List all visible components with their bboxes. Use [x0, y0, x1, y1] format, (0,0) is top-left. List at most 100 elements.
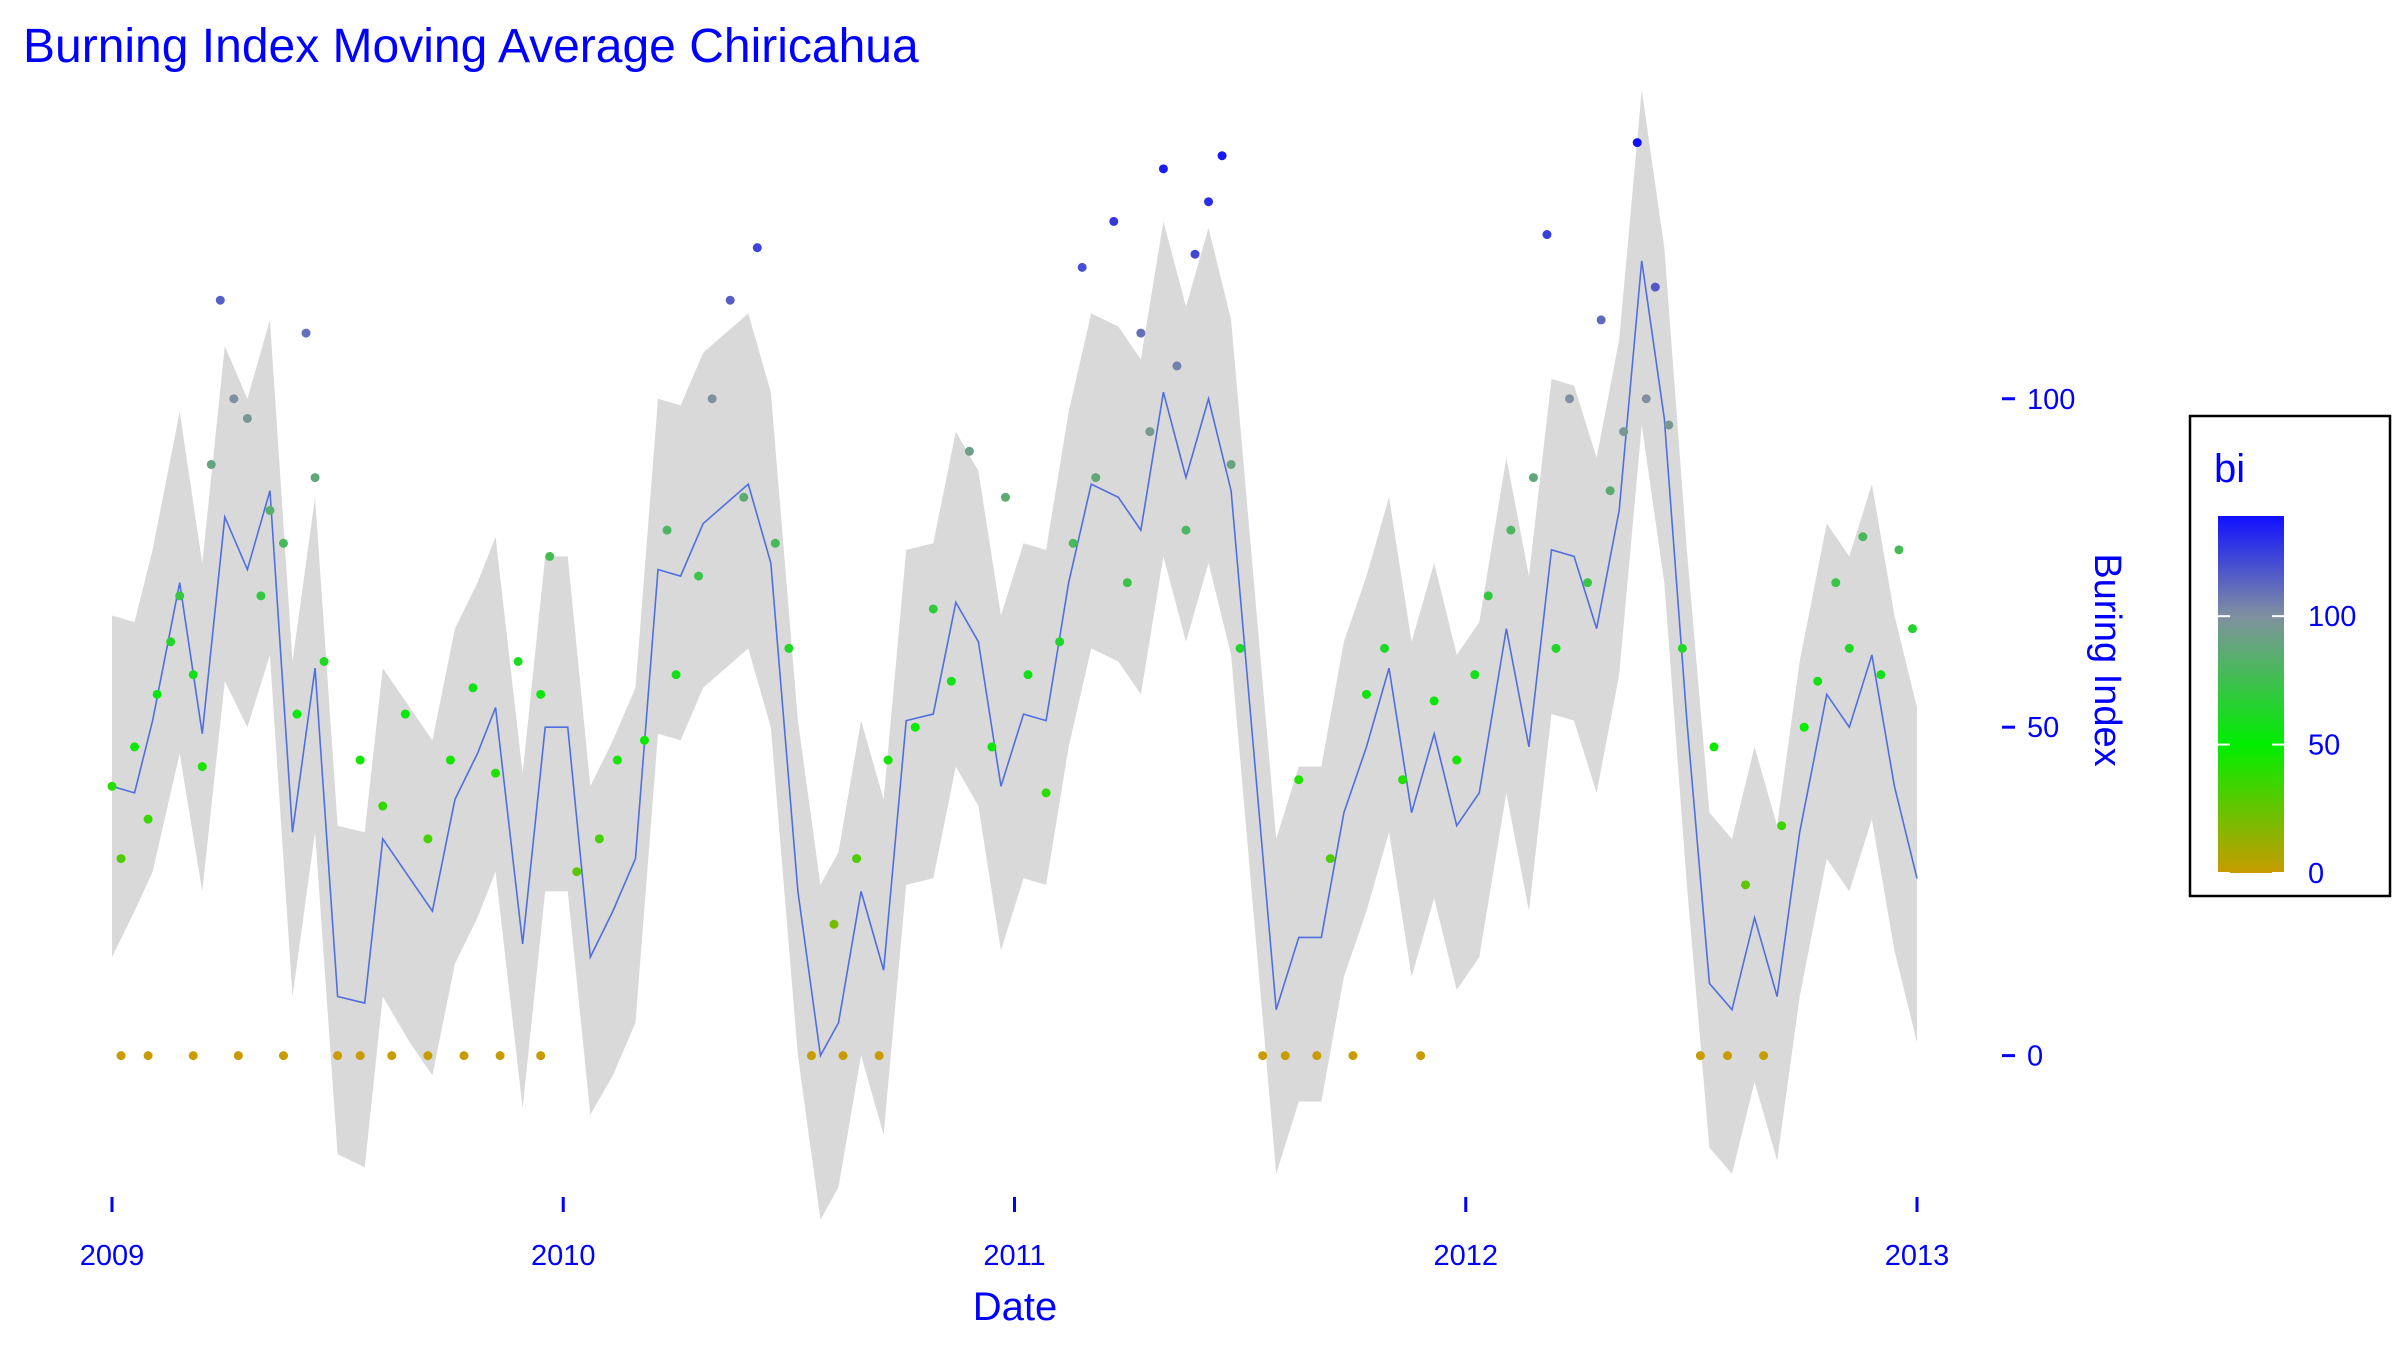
- data-point: [1172, 361, 1182, 371]
- data-point: [883, 755, 893, 765]
- data-point: [1258, 1051, 1268, 1061]
- y-tick-label: 50: [2027, 712, 2059, 744]
- data-point: [319, 657, 329, 666]
- data-point: [874, 1051, 884, 1061]
- data-point: [1858, 532, 1868, 542]
- data-point: [594, 834, 604, 844]
- data-point: [166, 637, 176, 647]
- data-point: [545, 551, 555, 561]
- data-point: [1429, 696, 1439, 706]
- data-point: [1000, 492, 1010, 502]
- data-point: [1361, 689, 1371, 699]
- data-point: [378, 801, 388, 811]
- data-point: [612, 755, 622, 765]
- data-point: [752, 243, 762, 253]
- x-tick-label: 2012: [1433, 1240, 1498, 1272]
- data-point: [1605, 486, 1615, 496]
- data-point: [928, 604, 938, 614]
- data-point: [1759, 1051, 1769, 1061]
- data-point: [1528, 473, 1538, 483]
- data-point: [1145, 427, 1155, 437]
- x-tick-label: 2010: [531, 1240, 596, 1272]
- data-point: [242, 413, 252, 423]
- data-point: [292, 709, 302, 719]
- data-point: [1068, 538, 1078, 548]
- data-point: [143, 1051, 153, 1061]
- data-point: [1695, 1051, 1705, 1061]
- data-point: [1226, 459, 1236, 469]
- data-point: [513, 657, 523, 666]
- data-point: [987, 742, 997, 752]
- data-point: [130, 742, 140, 752]
- data-point: [1641, 394, 1651, 404]
- data-point: [491, 768, 501, 778]
- data-point: [206, 459, 216, 469]
- data-point: [1122, 578, 1132, 588]
- data-point: [152, 689, 162, 699]
- data-point: [1542, 230, 1552, 240]
- data-point: [1907, 624, 1917, 634]
- data-point: [829, 919, 839, 929]
- data-point: [1158, 164, 1168, 174]
- y-tick-label: 0: [2027, 1041, 2043, 1073]
- data-point: [671, 670, 681, 680]
- data-point: [725, 295, 735, 305]
- data-point: [143, 814, 153, 824]
- data-point: [310, 473, 320, 483]
- data-point: [694, 571, 704, 581]
- data-point: [1632, 138, 1642, 148]
- x-tick-label: 2011: [983, 1240, 1045, 1272]
- data-point: [1722, 1051, 1732, 1061]
- data-point: [188, 1051, 198, 1061]
- data-point: [423, 1051, 433, 1061]
- data-point: [1312, 1051, 1322, 1061]
- data-point: [1452, 755, 1462, 765]
- data-point: [1041, 788, 1051, 798]
- data-point: [265, 505, 275, 515]
- data-point: [1294, 775, 1304, 785]
- data-point: [197, 762, 207, 772]
- data-point: [355, 755, 365, 765]
- data-point: [852, 854, 862, 864]
- data-point: [256, 591, 266, 601]
- data-point: [188, 670, 198, 680]
- data-point: [278, 538, 288, 548]
- data-point: [116, 1051, 126, 1061]
- data-point: [1055, 637, 1065, 647]
- data-point: [1583, 578, 1593, 588]
- data-point: [1077, 262, 1087, 272]
- data-point: [107, 781, 117, 791]
- x-tick-label: 2009: [80, 1240, 145, 1272]
- data-point: [1844, 643, 1854, 653]
- data-point: [1325, 854, 1335, 864]
- data-point: [1235, 643, 1245, 653]
- data-point: [1709, 742, 1719, 752]
- y-tick-label: 100: [2027, 384, 2075, 416]
- data-point: [468, 683, 478, 693]
- data-point: [1398, 775, 1408, 785]
- x-tick-label: 2013: [1885, 1240, 1950, 1272]
- data-point: [739, 492, 749, 502]
- moving-average-line: [111, 260, 1918, 1059]
- data-point: [495, 1051, 505, 1061]
- data-point: [215, 295, 225, 305]
- data-point: [964, 446, 974, 456]
- data-point: [1091, 473, 1101, 483]
- data-point: [1619, 427, 1629, 437]
- data-point: [1217, 151, 1227, 161]
- data-point: [355, 1051, 365, 1061]
- data-point: [1664, 420, 1674, 430]
- data-point: [639, 735, 649, 745]
- data-point: [1894, 545, 1904, 555]
- data-point: [1506, 525, 1516, 535]
- data-point: [536, 1051, 546, 1061]
- data-point: [1190, 249, 1200, 259]
- data-point: [1876, 670, 1886, 680]
- data-point: [1181, 525, 1191, 535]
- data-point: [1023, 670, 1033, 680]
- data-point: [572, 867, 582, 877]
- legend-title: bi: [2214, 447, 2245, 491]
- data-point: [1831, 578, 1841, 588]
- data-point: [1777, 821, 1787, 831]
